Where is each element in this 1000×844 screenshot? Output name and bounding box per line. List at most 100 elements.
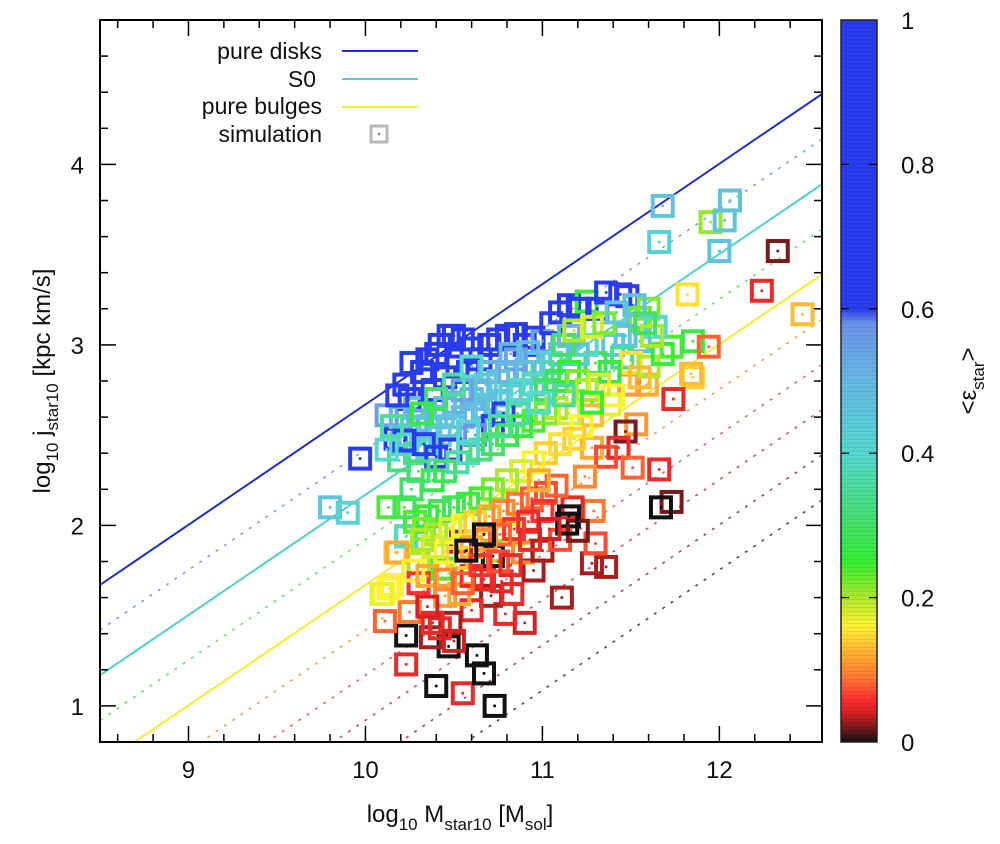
point-dot bbox=[379, 592, 383, 596]
point-dot bbox=[383, 619, 387, 623]
simulation-point bbox=[450, 681, 475, 706]
simulation-point bbox=[604, 300, 629, 325]
point-dot bbox=[615, 310, 619, 314]
point-dot bbox=[404, 534, 408, 538]
simulation-point bbox=[505, 401, 530, 426]
simulation-point bbox=[487, 414, 512, 439]
point-marker bbox=[410, 401, 435, 426]
point-dot bbox=[592, 509, 596, 513]
point-dot bbox=[420, 538, 424, 542]
point-dot bbox=[519, 469, 523, 473]
point-dot bbox=[629, 361, 633, 365]
point-dot bbox=[464, 549, 468, 553]
point-dot bbox=[503, 612, 507, 616]
legend-label-pure-bulges: pure bulges bbox=[202, 93, 322, 119]
simulation-point bbox=[410, 527, 435, 552]
point-marker bbox=[401, 558, 426, 583]
colorbar-stripes bbox=[841, 20, 877, 742]
point-dot bbox=[691, 375, 695, 379]
point-dot bbox=[604, 455, 608, 459]
point-dot bbox=[618, 292, 622, 296]
simulation-point bbox=[394, 652, 419, 677]
point-marker bbox=[424, 674, 449, 699]
simulation-point bbox=[562, 318, 587, 343]
simulation-point bbox=[372, 609, 397, 634]
point-dot bbox=[776, 249, 780, 253]
point-marker bbox=[572, 464, 597, 489]
point-dot bbox=[475, 653, 479, 657]
point-dot bbox=[647, 307, 651, 311]
point-marker bbox=[500, 581, 525, 606]
simulation-points bbox=[318, 188, 815, 718]
point-dot bbox=[671, 397, 675, 401]
colorbar: 0 0.2 0.4 0.6 0.8 1 <εstar> bbox=[840, 8, 988, 757]
point-marker bbox=[369, 581, 394, 606]
point-dot bbox=[604, 565, 608, 569]
simulation-point bbox=[415, 594, 440, 619]
point-dot bbox=[595, 307, 599, 311]
point-marker bbox=[459, 598, 484, 623]
point-dot bbox=[567, 514, 571, 518]
simulation-point bbox=[712, 208, 737, 233]
point-marker bbox=[399, 477, 424, 502]
point-dot bbox=[555, 484, 559, 488]
colorbar-tick-label: 0 bbox=[901, 730, 914, 757]
point-dot bbox=[328, 505, 332, 509]
simulation-point bbox=[459, 354, 484, 379]
simulation-point bbox=[661, 387, 686, 412]
colorbar-tick-label: 1 bbox=[901, 8, 914, 35]
point-dot bbox=[447, 334, 451, 338]
simulation-point bbox=[498, 341, 523, 366]
point-dot bbox=[484, 538, 488, 542]
point-dot bbox=[386, 587, 390, 591]
point-dot bbox=[657, 240, 661, 244]
point-marker bbox=[698, 210, 723, 235]
point-marker bbox=[450, 681, 475, 706]
point-dot bbox=[593, 361, 597, 365]
point-dot bbox=[409, 487, 413, 491]
point-marker bbox=[427, 616, 452, 641]
point-marker bbox=[415, 594, 440, 619]
simulation-point bbox=[698, 210, 723, 235]
point-dot bbox=[661, 204, 665, 208]
simulation-point bbox=[551, 383, 576, 408]
simulation-point bbox=[675, 282, 700, 307]
simulation-point bbox=[459, 598, 484, 623]
simulation-point bbox=[583, 531, 608, 556]
simulation-point bbox=[385, 383, 410, 408]
point-marker bbox=[549, 585, 574, 610]
point-dot bbox=[593, 541, 597, 545]
colorbar-tick-label: 0.6 bbox=[901, 297, 934, 324]
point-dot bbox=[395, 550, 399, 554]
point-dot bbox=[691, 339, 695, 343]
colorbar-ticks: 0 0.2 0.4 0.6 0.8 1 bbox=[841, 8, 934, 757]
point-dot bbox=[431, 621, 435, 625]
point-marker bbox=[650, 193, 675, 218]
simulation-point bbox=[399, 477, 424, 502]
simulation-point bbox=[472, 661, 497, 686]
simulation-point bbox=[348, 446, 373, 471]
simulation-point bbox=[647, 230, 672, 255]
point-marker bbox=[468, 553, 493, 578]
point-dot bbox=[404, 634, 408, 638]
legend-marker-dot bbox=[377, 132, 381, 136]
point-marker bbox=[569, 414, 594, 439]
point-dot bbox=[498, 424, 502, 428]
simulation-point bbox=[650, 193, 675, 218]
point-dot bbox=[643, 321, 647, 325]
point-marker bbox=[574, 378, 599, 403]
simulation-point bbox=[397, 600, 422, 625]
point-marker bbox=[374, 437, 399, 462]
point-dot bbox=[491, 442, 495, 446]
point-marker bbox=[680, 329, 705, 354]
point-dot bbox=[505, 478, 509, 482]
point-dot bbox=[420, 411, 424, 415]
simulation-point bbox=[549, 585, 574, 610]
point-marker bbox=[498, 341, 523, 366]
point-marker bbox=[450, 571, 475, 596]
y-tick-label: 2 bbox=[71, 513, 84, 540]
simulation-point bbox=[679, 361, 704, 386]
point-dot bbox=[443, 594, 447, 598]
point-dot bbox=[604, 291, 608, 295]
